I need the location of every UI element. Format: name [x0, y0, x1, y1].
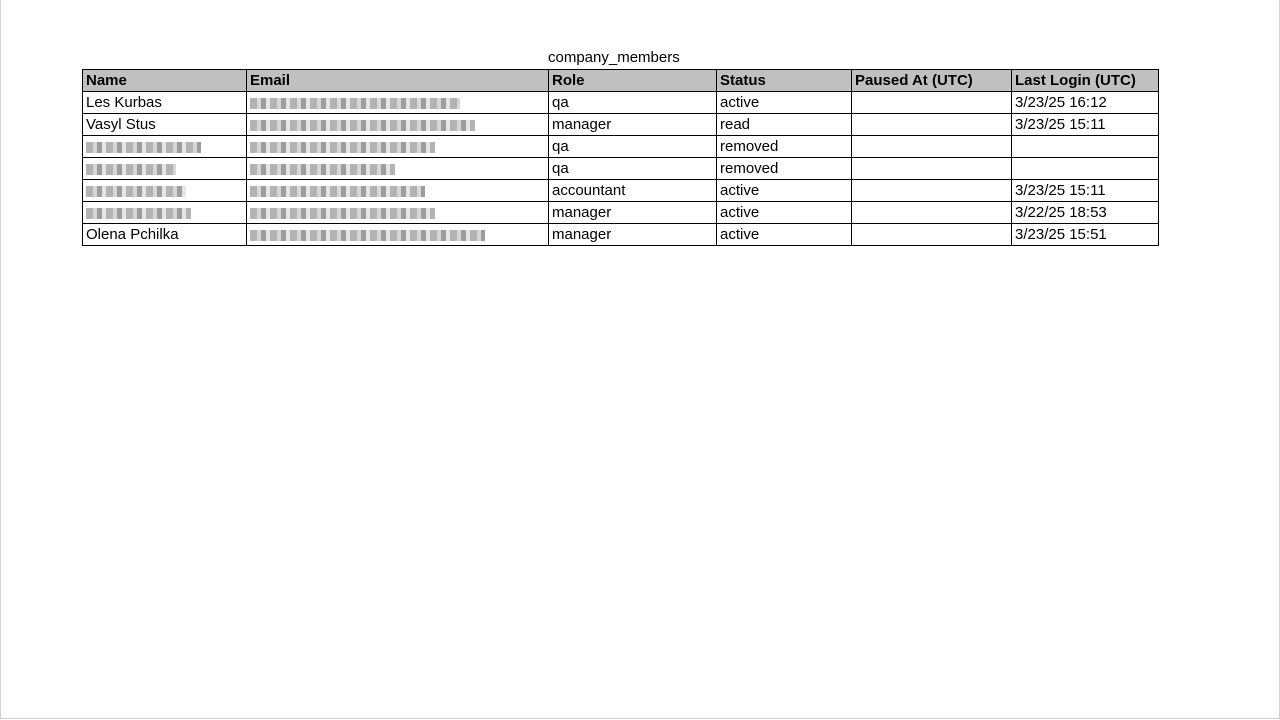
cell-status: removed: [716, 157, 852, 180]
cell-paused-at: [851, 157, 1012, 180]
cell-email: [246, 135, 549, 158]
cell-name: Les Kurbas: [82, 91, 247, 114]
cell-role: qa: [548, 91, 717, 114]
cell-name: Olena Pchilka: [82, 223, 247, 246]
header-role: Role: [548, 69, 717, 92]
cell-name: [82, 201, 247, 224]
cell-role: manager: [548, 223, 717, 246]
table-row: manager active 3/22/25 18:53: [82, 201, 1159, 224]
header-email: Email: [246, 69, 549, 92]
cell-paused-at: [851, 201, 1012, 224]
header-name: Name: [82, 69, 247, 92]
cell-email: [246, 223, 549, 246]
cell-last-login: [1011, 157, 1159, 180]
redacted-block: [86, 141, 201, 153]
cell-role: accountant: [548, 179, 717, 202]
cell-email: [246, 91, 549, 114]
redacted-block: [250, 119, 475, 131]
cell-status: removed: [716, 135, 852, 158]
sheet-title: company_members: [548, 49, 680, 66]
header-last-login: Last Login (UTC): [1011, 69, 1159, 92]
cell-email: [246, 179, 549, 202]
cell-last-login: 3/23/25 15:11: [1011, 179, 1159, 202]
members-table: Name Email Role Status Paused At (UTC) L…: [82, 69, 1159, 246]
table-row: Vasyl Stus manager read 3/23/25 15:11: [82, 113, 1159, 136]
cell-role: manager: [548, 113, 717, 136]
cell-paused-at: [851, 113, 1012, 136]
table-row: qa removed: [82, 157, 1159, 180]
cell-name: [82, 179, 247, 202]
cell-email: [246, 201, 549, 224]
cell-status: active: [716, 91, 852, 114]
table-row: qa removed: [82, 135, 1159, 158]
cell-status: active: [716, 223, 852, 246]
cell-paused-at: [851, 135, 1012, 158]
redacted-block: [86, 207, 191, 219]
table-row: Les Kurbas qa active 3/23/25 16:12: [82, 91, 1159, 114]
header-paused-at: Paused At (UTC): [851, 69, 1012, 92]
redacted-block: [250, 185, 425, 197]
cell-name: Vasyl Stus: [82, 113, 247, 136]
cell-last-login: 3/23/25 15:11: [1011, 113, 1159, 136]
redacted-block: [250, 97, 460, 109]
cell-last-login: 3/23/25 16:12: [1011, 91, 1159, 114]
cell-paused-at: [851, 91, 1012, 114]
cell-name: [82, 135, 247, 158]
redacted-block: [250, 207, 435, 219]
cell-paused-at: [851, 223, 1012, 246]
cell-email: [246, 113, 549, 136]
cell-last-login: 3/22/25 18:53: [1011, 201, 1159, 224]
cell-name: [82, 157, 247, 180]
cell-status: active: [716, 179, 852, 202]
cell-paused-at: [851, 179, 1012, 202]
cell-status: read: [716, 113, 852, 136]
table-row: Olena Pchilka manager active 3/23/25 15:51: [82, 223, 1159, 246]
redacted-block: [250, 229, 485, 241]
table-row: accountant active 3/23/25 15:11: [82, 179, 1159, 202]
cell-status: active: [716, 201, 852, 224]
cell-role: qa: [548, 135, 717, 158]
redacted-block: [86, 163, 176, 175]
header-status: Status: [716, 69, 852, 92]
header-row: Name Email Role Status Paused At (UTC) L…: [82, 69, 1159, 92]
redacted-block: [250, 163, 395, 175]
cell-last-login: 3/23/25 15:51: [1011, 223, 1159, 246]
cell-role: manager: [548, 201, 717, 224]
cell-last-login: [1011, 135, 1159, 158]
redacted-block: [86, 185, 186, 197]
cell-role: qa: [548, 157, 717, 180]
redacted-block: [250, 141, 435, 153]
cell-email: [246, 157, 549, 180]
